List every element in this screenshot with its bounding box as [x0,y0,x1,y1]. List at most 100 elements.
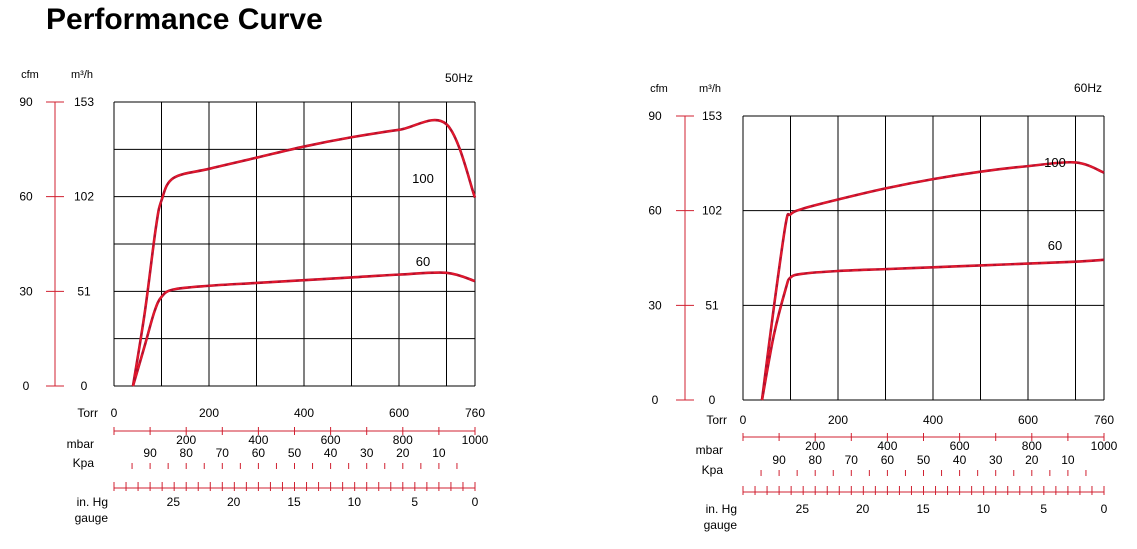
kpa-tick-label: 10 [1061,453,1075,467]
kpa-tick-label: 40 [953,453,967,467]
frequency-label: 50Hz [445,71,473,85]
y-unit-cfm: cfm [21,69,39,81]
inhg-tick-label: 20 [227,495,241,509]
y-tick-label-cfm: 0 [23,379,30,393]
x-tick-label: 600 [389,406,409,420]
mbar-tick-label: 200 [176,433,196,447]
y-tick-label-m3h: 153 [74,95,94,109]
page-title: Performance Curve [46,3,323,36]
mbar-scale [113,427,476,435]
x-tick-label: 200 [828,413,848,427]
grid [113,101,476,387]
kpa-tick-label: 20 [1025,453,1039,467]
kpa-tick-label: 70 [845,453,859,467]
y-unit-m3h: m³/h [699,83,721,95]
mbar-tick-label: 600 [321,433,341,447]
kpa-label: Kpa [73,456,95,470]
kpa-tick-label: 60 [881,453,895,467]
kpa-tick-label: 10 [432,446,446,460]
x-tick-label: 760 [1094,413,1114,427]
mbar-tick-label: 800 [393,433,413,447]
inhg-scale [742,486,1105,495]
y-tick-label-cfm: 90 [648,109,662,123]
inhg-tick-label: 15 [287,495,301,509]
inhg-tick-label: 25 [796,502,810,516]
x-tick-label: 0 [740,413,747,427]
kpa-label: Kpa [702,463,724,477]
kpa-tick-label: 80 [180,446,194,460]
x-tick-label: 200 [199,406,219,420]
y-tick-label-m3h: 102 [74,190,94,204]
kpa-tick-label: 30 [989,453,1003,467]
inhg-tick-label: 15 [916,502,930,516]
series-line-60 [132,271,476,387]
inhg-tick-label: 0 [1101,502,1108,516]
inhg-tick-label: 5 [411,495,418,509]
mbar-label: mbar [696,443,723,457]
x-tick-label: 760 [465,406,485,420]
x-tick-label: 400 [923,413,943,427]
y-unit-cfm: cfm [650,83,668,95]
kpa-tick-label: 30 [360,446,374,460]
mbar-tick-label: 400 [248,433,268,447]
series-label: 60 [416,254,430,269]
inhg-tick-label: 10 [348,495,362,509]
series-label: 100 [1044,155,1066,170]
kpa-tick-label: 40 [324,446,338,460]
kpa-tick-label: 80 [809,453,823,467]
y-tick-label-m3h: 0 [709,393,716,407]
y-tick-label-cfm: 0 [652,393,659,407]
inhg-tick-label: 0 [472,495,479,509]
frequency-label: 60Hz [1074,81,1102,95]
mbar-tick-label: 800 [1022,439,1042,453]
series-line-100 [132,119,476,387]
y-tick-label-m3h: 51 [705,298,719,312]
kpa-tick-label: 70 [216,446,230,460]
y-tick-label-cfm: 60 [648,204,662,218]
kpa-tick-label: 50 [917,453,931,467]
mbar-tick-label: 1000 [1091,439,1118,453]
inhg-tick-label: 25 [167,495,181,509]
inhg-sublabel: gauge [75,511,109,525]
kpa-tick-label: 50 [288,446,302,460]
mbar-tick-label: 200 [805,439,825,453]
kpa-tick-label: 90 [772,453,786,467]
x-tick-label: 400 [294,406,314,420]
mbar-tick-label: 400 [877,439,897,453]
y-tick-label-cfm: 90 [19,95,33,109]
kpa-tick-label: 90 [143,446,157,460]
inhg-tick-label: 20 [856,502,870,516]
x-tick-label: 0 [111,406,118,420]
inhg-tick-label: 5 [1040,502,1047,516]
kpa-tick-label: 20 [396,446,410,460]
mbar-tick-label: 1000 [462,433,489,447]
grid [742,115,1105,401]
y-tick-label-cfm: 30 [19,284,33,298]
y-tick-label-m3h: 51 [77,284,91,298]
inhg-label: in. Hg [706,502,737,516]
inhg-sublabel: gauge [704,518,738,532]
kpa-scale [131,463,458,469]
mbar-label: mbar [67,437,94,451]
inhg-scale [113,482,476,491]
y-unit-m3h: m³/h [71,69,93,81]
series-label: 60 [1048,238,1062,253]
mbar-tick-label: 600 [950,439,970,453]
inhg-label: in. Hg [77,495,108,509]
x-unit-label: Torr [77,406,98,420]
y-tick-label-cfm: 60 [19,190,33,204]
mbar-scale [742,433,1105,441]
series-label: 100 [412,171,434,186]
series-line-60 [761,259,1105,401]
y-axis [676,115,694,401]
inhg-tick-label: 10 [977,502,991,516]
series-line-100 [761,161,1105,401]
kpa-tick-label: 60 [252,446,266,460]
y-tick-label-m3h: 0 [81,379,88,393]
y-tick-label-m3h: 153 [702,109,722,123]
x-tick-label: 600 [1018,413,1038,427]
x-unit-label: Torr [706,413,727,427]
